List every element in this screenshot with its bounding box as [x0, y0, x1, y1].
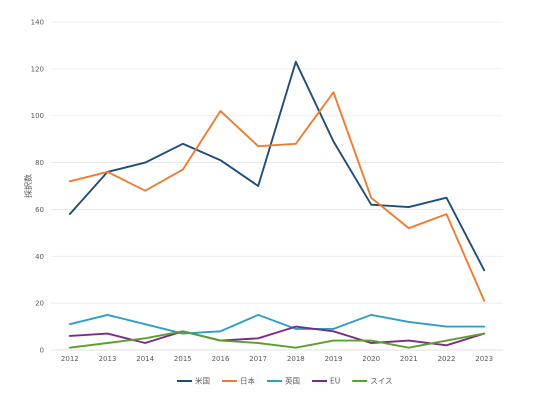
- series-line-1: [68, 91, 486, 302]
- x-tick-label: 2017: [249, 355, 267, 363]
- x-axis-ticks: 2012 2013 2014 2015 2016 2017 2018 2019 2020 2021…: [61, 355, 493, 363]
- y-tick-label: 0: [40, 347, 44, 355]
- series-line-0: [68, 60, 486, 272]
- x-tick-label: 2014: [136, 355, 154, 363]
- legend-label: 米国: [195, 376, 210, 386]
- x-tick-label: 2018: [287, 355, 305, 363]
- y-tick-label: 40: [35, 253, 44, 261]
- series-line-4: [68, 330, 486, 349]
- legend-item: 日本: [222, 376, 255, 386]
- gridlines: [51, 21, 503, 351]
- series-line-2: [68, 313, 486, 335]
- x-tick-label: 2023: [475, 355, 493, 363]
- series-lines: [68, 60, 486, 349]
- series-line-3: [68, 325, 486, 347]
- y-tick-label: 60: [35, 206, 44, 214]
- legend: 米国 日本 英国 EU スイス: [177, 376, 393, 386]
- x-tick-label: 2012: [61, 355, 79, 363]
- y-tick-label: 140: [31, 19, 44, 27]
- x-tick-label: 2015: [174, 355, 192, 363]
- legend-label: 英国: [285, 376, 300, 386]
- legend-item: 英国: [267, 376, 300, 386]
- x-tick-label: 2022: [438, 355, 456, 363]
- legend-item: EU: [312, 377, 340, 386]
- legend-item: スイス: [352, 377, 393, 386]
- y-tick-label: 20: [35, 300, 44, 308]
- legend-label: 日本: [240, 376, 255, 386]
- y-tick-label: 100: [31, 112, 44, 120]
- x-tick-label: 2021: [400, 355, 418, 363]
- y-tick-label: 80: [35, 159, 44, 167]
- legend-item: 米国: [177, 376, 210, 386]
- y-axis-label: 採択数: [23, 174, 33, 198]
- y-axis-ticks: 0 20 40 60 80 100 120 140: [31, 19, 44, 355]
- legend-label: スイス: [370, 377, 392, 386]
- x-tick-label: 2020: [362, 355, 380, 363]
- x-tick-label: 2019: [325, 355, 343, 363]
- y-tick-label: 120: [31, 65, 44, 73]
- x-tick-label: 2013: [99, 355, 117, 363]
- x-tick-label: 2016: [212, 355, 230, 363]
- legend-label: EU: [330, 377, 340, 386]
